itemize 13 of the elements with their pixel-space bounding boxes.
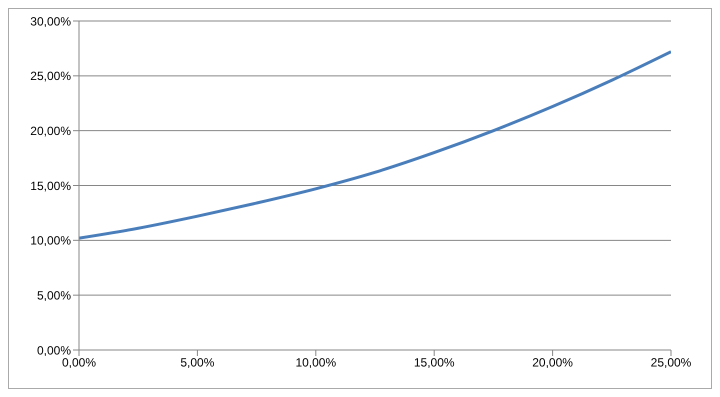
x-tick-label: 10,00% bbox=[295, 356, 336, 370]
y-tick-label: 15,00% bbox=[30, 178, 72, 193]
y-tick-label: 20,00% bbox=[30, 124, 72, 138]
x-tick-label: 0,00% bbox=[62, 356, 96, 370]
y-tick-label: 0,00% bbox=[36, 343, 72, 358]
y-tick-label: 25,00% bbox=[30, 69, 72, 84]
y-tick-label: 10,00% bbox=[30, 234, 72, 248]
y-tick-label: 30,00% bbox=[30, 14, 72, 28]
x-tick-label: 20,00% bbox=[532, 356, 574, 370]
y-tick-label: 5,00% bbox=[36, 288, 72, 302]
x-tick-label: 15,00% bbox=[414, 356, 455, 370]
x-tick-label: 25,00% bbox=[650, 356, 692, 370]
x-tick-label: 5,00% bbox=[180, 356, 215, 370]
